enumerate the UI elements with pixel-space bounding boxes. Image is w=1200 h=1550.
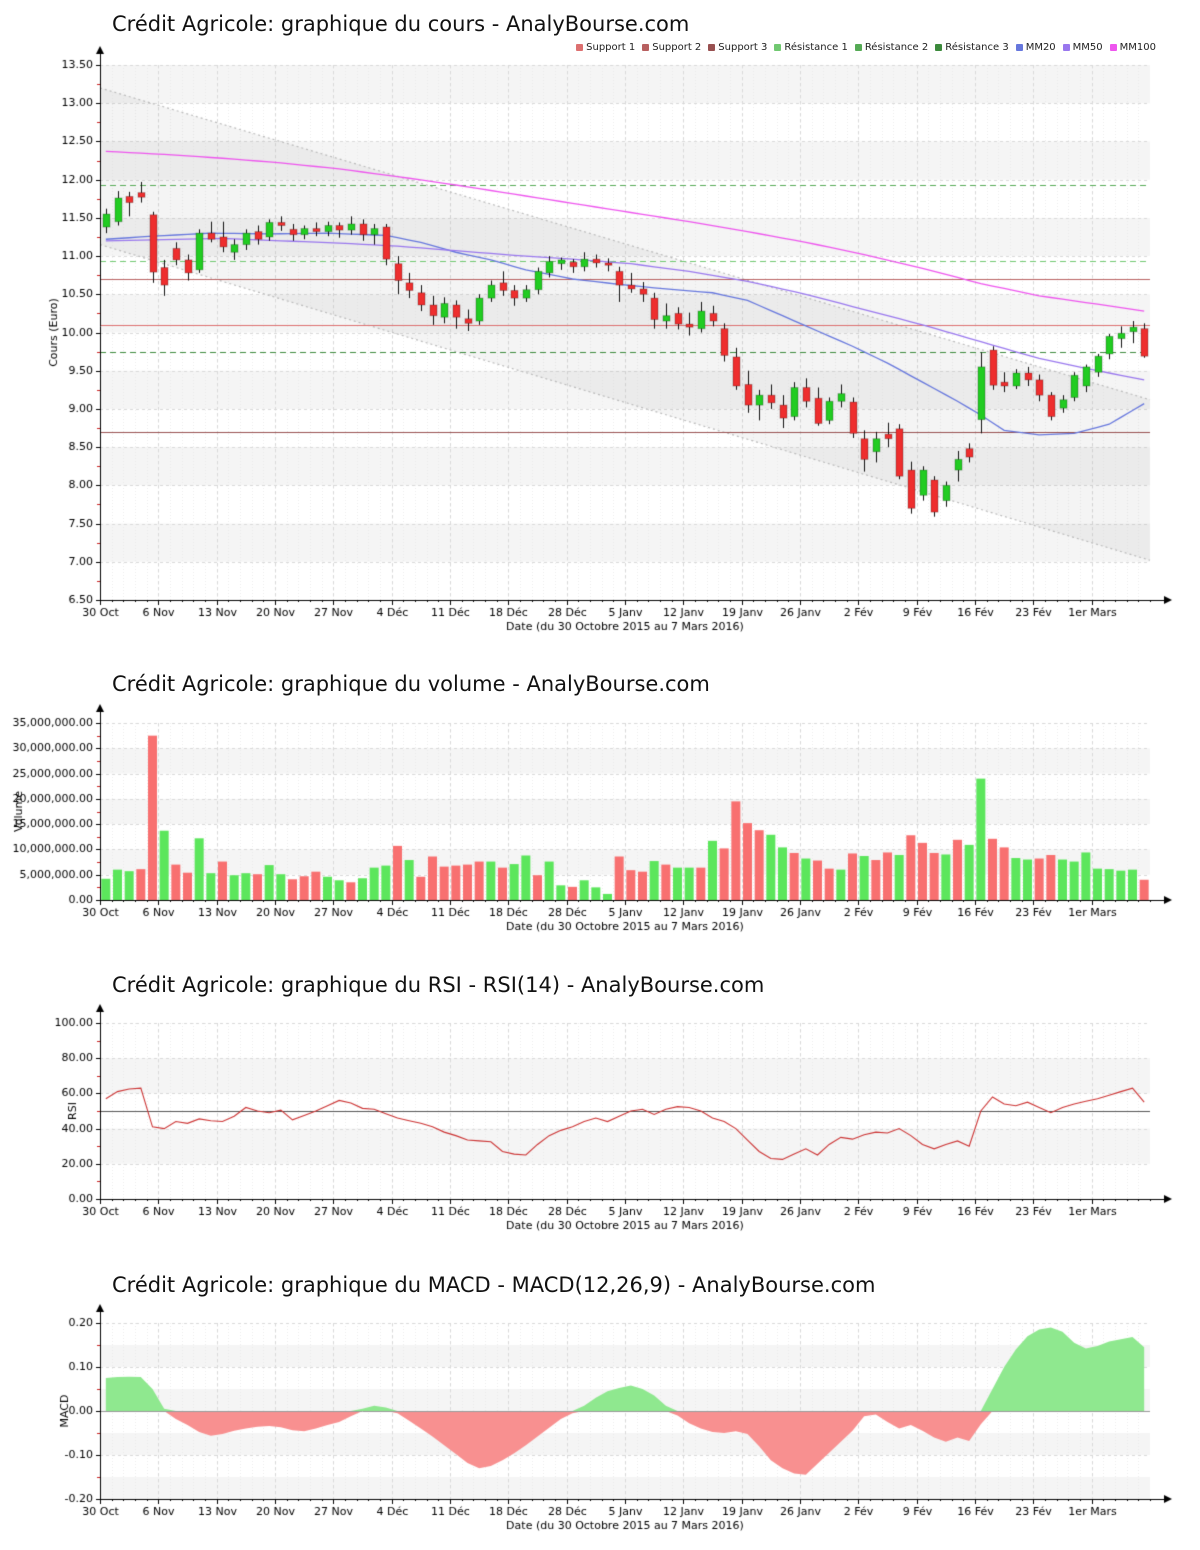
legend-item-resistance-1: Résistance 1 (774, 42, 848, 53)
legend-label: Résistance 2 (864, 42, 929, 53)
legend-item-support-2: Support 2 (642, 42, 701, 53)
mm20-swatch-icon (1015, 44, 1023, 51)
legend-label: MM100 (1119, 42, 1156, 53)
legend-label: Résistance 3 (945, 42, 1009, 53)
resistance-3-swatch-icon (935, 44, 943, 51)
price-chart-legend: Support 1 Support 2 Support 3 Résistance… (576, 42, 1156, 53)
resistance-1-swatch-icon (774, 44, 782, 51)
mm50-swatch-icon (1062, 44, 1070, 51)
legend-label: Support 1 (586, 42, 636, 53)
resistance-2-swatch-icon (854, 44, 862, 51)
support-2-swatch-icon (642, 44, 650, 51)
legend-item-support-1: Support 1 (576, 42, 635, 53)
legend-item-resistance-3: Résistance 3 (935, 42, 1009, 53)
legend-label: MM20 (1025, 42, 1056, 53)
support-3-swatch-icon (708, 44, 716, 51)
macd-chart-title: Crédit Agricole: graphique du MACD - MAC… (112, 1273, 876, 1297)
legend-label: Résistance 1 (784, 42, 848, 53)
legend-item-mm100: MM100 (1109, 42, 1156, 53)
rsi-chart-title: Crédit Agricole: graphique du RSI - RSI(… (112, 973, 765, 997)
legend-label: Support 2 (652, 42, 702, 53)
legend-label: Support 3 (718, 42, 768, 53)
legend-label: MM50 (1072, 42, 1103, 53)
support-1-swatch-icon (576, 44, 584, 51)
legend-item-resistance-2: Résistance 2 (854, 42, 929, 53)
legend-item-support-3: Support 3 (708, 42, 767, 53)
mm100-swatch-icon (1109, 44, 1117, 51)
legend-item-mm50: MM50 (1062, 42, 1103, 53)
volume-chart-title: Crédit Agricole: graphique du volume - A… (112, 672, 710, 696)
legend-item-mm20: MM20 (1015, 42, 1056, 53)
price-chart-title: Crédit Agricole: graphique du cours - An… (112, 12, 690, 36)
